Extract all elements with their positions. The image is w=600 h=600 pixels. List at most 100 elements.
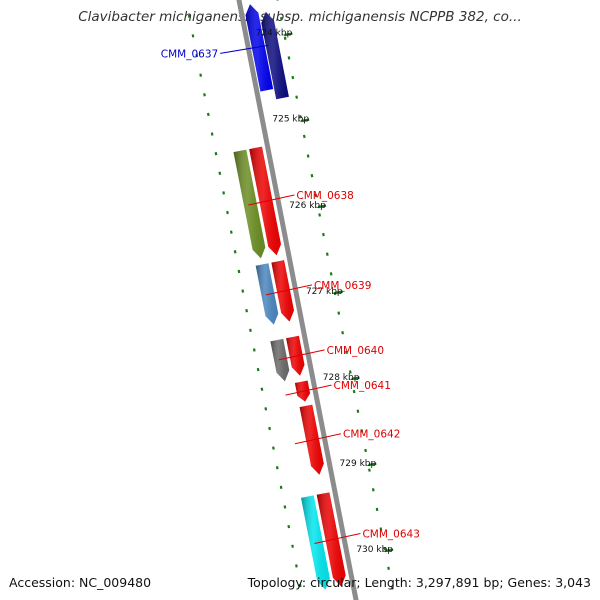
- inner-dot: [260, 387, 264, 391]
- feature-shading: [245, 4, 274, 92]
- scale-tick-label: 729 kbp: [340, 459, 377, 469]
- inner-dot: [295, 564, 298, 568]
- label-leader: [265, 284, 313, 296]
- inner-dot: [279, 485, 283, 490]
- outer-dot: [291, 75, 295, 80]
- outer-dot: [391, 586, 394, 590]
- outer-dot: [364, 448, 367, 453]
- outer-dot: [371, 488, 375, 492]
- inner-dot: [203, 93, 206, 97]
- label-leader: [248, 194, 295, 206]
- scale-tick-label: 730 kbp: [356, 545, 393, 555]
- feature-arrow: [255, 263, 279, 325]
- scale-tick-label: 728 kbp: [323, 373, 360, 383]
- inner-dot: [268, 426, 271, 431]
- inner-dot: [287, 524, 291, 529]
- scale-tick-label: 725 kbp: [272, 115, 309, 125]
- inner-dot: [256, 367, 260, 372]
- inner-dot: [210, 132, 214, 136]
- sequence-backbone: [236, 0, 359, 600]
- feature-shading: [255, 263, 279, 325]
- feature-arrow: [245, 4, 274, 92]
- inner-dot: [229, 230, 233, 234]
- inner-dot: [249, 328, 252, 333]
- outer-dot: [383, 546, 387, 551]
- scale-tick-label: 726 kbp: [289, 201, 326, 211]
- feature-shading: [233, 149, 266, 259]
- outer-dot: [306, 154, 310, 158]
- outer-dot: [348, 370, 352, 374]
- label-leader: [278, 349, 325, 361]
- scale-tick: [317, 204, 327, 209]
- scale-tick: [351, 376, 360, 381]
- outer-dot: [368, 468, 371, 472]
- outer-dot: [360, 429, 364, 433]
- scale-tick: [301, 118, 310, 123]
- inner-dot: [226, 210, 229, 215]
- feature-shading: [270, 338, 290, 382]
- outer-dot: [279, 16, 283, 21]
- inner-dot: [283, 505, 287, 509]
- scale-ticks: 724 kbp 725 kbp 726 kbp 727 kbp 728 kbp 729 k…: [256, 29, 394, 555]
- inner-dot: [264, 407, 268, 411]
- gene-label: CMM_0638: [296, 190, 353, 202]
- inner-dot: [275, 466, 279, 470]
- dot-tracks: [187, 0, 394, 590]
- inner-dot: [298, 583, 302, 588]
- outer-dot: [341, 331, 344, 335]
- scale-tick-label: 724 kbp: [256, 29, 293, 39]
- inner-dot: [206, 112, 210, 117]
- gene-label: CMM_0637: [161, 48, 218, 60]
- outer-dot: [310, 173, 314, 178]
- inner-dot: [195, 53, 199, 58]
- outer-dot: [337, 311, 341, 315]
- inner-dot: [241, 289, 245, 293]
- map-title: Clavibacter michiganensis subsp. michiga…: [78, 9, 522, 25]
- outer-dot: [287, 56, 291, 60]
- scale-tick: [368, 462, 377, 467]
- inner-dot: [252, 348, 256, 352]
- feature-shading: [261, 11, 289, 100]
- label-leader: [285, 384, 332, 396]
- feature-arrow: [261, 11, 289, 100]
- feature-arrow: [301, 495, 330, 590]
- inner-dot: [233, 250, 237, 254]
- feature-arrow: [270, 338, 290, 382]
- outer-dot: [325, 252, 329, 256]
- gene-label: CMM_0640: [327, 345, 384, 357]
- accession-text: Accession: NC_009480: [9, 575, 152, 590]
- feature-track: [233, 4, 346, 590]
- scale-tick: [384, 548, 394, 553]
- scale-tick: [284, 32, 293, 37]
- scale-tick-label: 727 kbp: [306, 287, 343, 297]
- feature-arrow: [233, 149, 266, 259]
- outer-dot: [318, 213, 321, 217]
- inner-dot: [245, 309, 248, 313]
- outer-dot: [322, 232, 325, 237]
- gene-label: CMM_0642: [343, 429, 400, 441]
- gene-label: CMM_0643: [362, 528, 419, 540]
- scale-tick: [334, 290, 343, 295]
- label-leader: [314, 533, 361, 544]
- inner-dot: [214, 151, 218, 156]
- inner-dot: [187, 14, 191, 18]
- label-leader: [220, 44, 269, 54]
- outer-dot: [329, 272, 333, 276]
- outer-dot: [283, 36, 287, 40]
- outer-dot: [379, 527, 383, 531]
- outer-dot: [295, 95, 299, 99]
- backbone-line: [236, 0, 359, 600]
- outer-dot: [356, 409, 360, 413]
- outer-dot: [375, 507, 379, 512]
- inner-dot: [191, 34, 195, 38]
- label-leader: [294, 433, 342, 445]
- gene-label: CMM_0641: [334, 380, 391, 392]
- outer-dot: [345, 350, 348, 355]
- outer-dot: [314, 193, 318, 197]
- inner-dot: [237, 269, 241, 274]
- inner-dot: [199, 73, 203, 77]
- outer-dot: [299, 115, 302, 119]
- inner-dot: [222, 191, 226, 195]
- inner-dot: [272, 446, 275, 450]
